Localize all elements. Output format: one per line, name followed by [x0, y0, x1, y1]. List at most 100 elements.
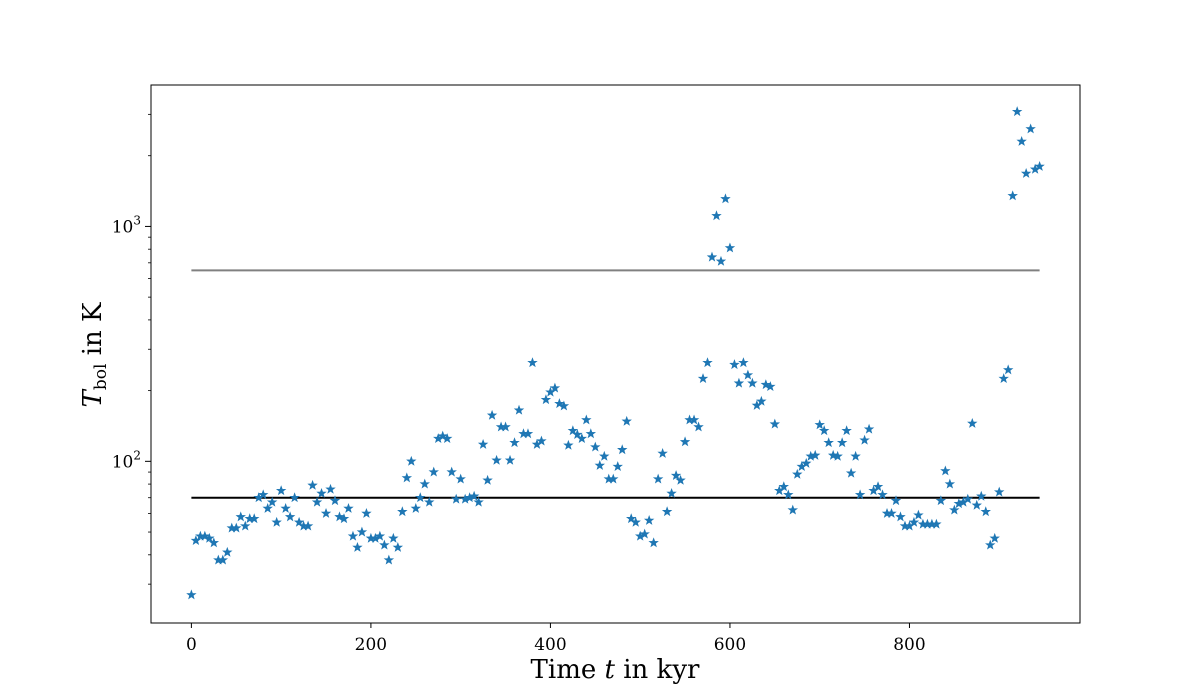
data-point [275, 485, 287, 496]
data-point [639, 528, 650, 539]
data-point [585, 428, 597, 439]
data-point [729, 359, 740, 370]
data-point [931, 518, 942, 529]
data-point [648, 537, 659, 548]
data-point [477, 438, 489, 449]
data-point [621, 415, 632, 426]
data-point [944, 478, 956, 489]
y-axis: 102 103 [112, 213, 151, 472]
data-point [406, 455, 417, 466]
data-point [235, 511, 246, 522]
data-point [854, 489, 866, 500]
data-point [877, 489, 888, 500]
data-point [1007, 190, 1018, 201]
data-point [186, 589, 197, 600]
data-point [886, 507, 897, 518]
data-point [949, 504, 960, 515]
data-point [845, 467, 857, 478]
data-point [581, 414, 592, 425]
data-point [320, 507, 332, 518]
data-point [343, 502, 354, 513]
data-point [792, 468, 803, 479]
data-point [814, 419, 825, 430]
x-tick-label: 800 [893, 635, 925, 655]
data-point [325, 483, 336, 494]
data-point [450, 493, 462, 504]
data-point [504, 454, 516, 465]
x-tick-label: 200 [355, 635, 387, 655]
data-point [666, 487, 677, 498]
data-point [599, 450, 610, 461]
data-point [361, 507, 372, 518]
data-point [769, 418, 781, 429]
data-point [280, 502, 291, 513]
data-point [329, 495, 341, 506]
data-point [594, 460, 606, 470]
data-point [724, 242, 736, 253]
data-point [765, 381, 776, 392]
data-point [661, 506, 673, 517]
data-point [697, 373, 709, 384]
data-point [652, 473, 664, 484]
data-point [679, 436, 691, 447]
data-point [1020, 168, 1032, 178]
data-points [186, 106, 1045, 600]
data-point [715, 255, 727, 266]
data-point [437, 430, 448, 441]
data-point [706, 251, 718, 262]
plot-background [151, 85, 1080, 623]
data-point [558, 400, 570, 411]
data-point [500, 421, 511, 432]
data-point [608, 473, 619, 484]
data-point [249, 513, 260, 524]
data-point [513, 404, 525, 415]
data-point [388, 532, 399, 543]
data-point [738, 357, 749, 368]
data-point [316, 487, 327, 498]
data-point [967, 417, 978, 428]
y-tick-label: 103 [112, 213, 141, 237]
data-point [522, 428, 534, 439]
data-point [980, 506, 991, 517]
y-tick-label: 102 [112, 448, 141, 472]
data-point [271, 516, 282, 527]
data-point [549, 382, 561, 393]
data-point [567, 425, 579, 436]
x-axis: 0 200 400 600 800 [186, 623, 926, 655]
data-point [446, 466, 457, 477]
data-point [415, 492, 426, 503]
data-point [455, 473, 466, 484]
x-tick-label: 0 [186, 635, 197, 655]
data-point [783, 489, 794, 500]
data-point [836, 437, 848, 448]
data-point [971, 499, 982, 510]
data-point [572, 429, 583, 439]
data-point [231, 522, 242, 533]
data-point [334, 511, 345, 522]
x-tick-label: 600 [714, 635, 746, 655]
data-point [693, 421, 704, 432]
data-point [410, 502, 421, 513]
x-axis-label: Time t in kyr [531, 655, 700, 685]
data-point [998, 373, 1009, 384]
data-point [711, 210, 722, 221]
data-point [419, 478, 430, 489]
data-point [563, 439, 574, 450]
data-point [392, 541, 404, 552]
data-point [482, 474, 493, 485]
data-point [576, 433, 588, 444]
data-point [208, 537, 220, 548]
data-point [720, 193, 731, 204]
data-point [352, 541, 363, 552]
data-point [625, 513, 637, 524]
data-point [657, 448, 668, 458]
data-point [1011, 106, 1023, 117]
data-point [289, 492, 300, 503]
data-point [266, 496, 278, 507]
y-axis-label: Tbol in K [78, 302, 111, 407]
data-point [428, 466, 439, 477]
data-point [756, 395, 767, 406]
data-point [302, 520, 314, 531]
data-point [989, 532, 1000, 543]
data-point [801, 457, 812, 468]
